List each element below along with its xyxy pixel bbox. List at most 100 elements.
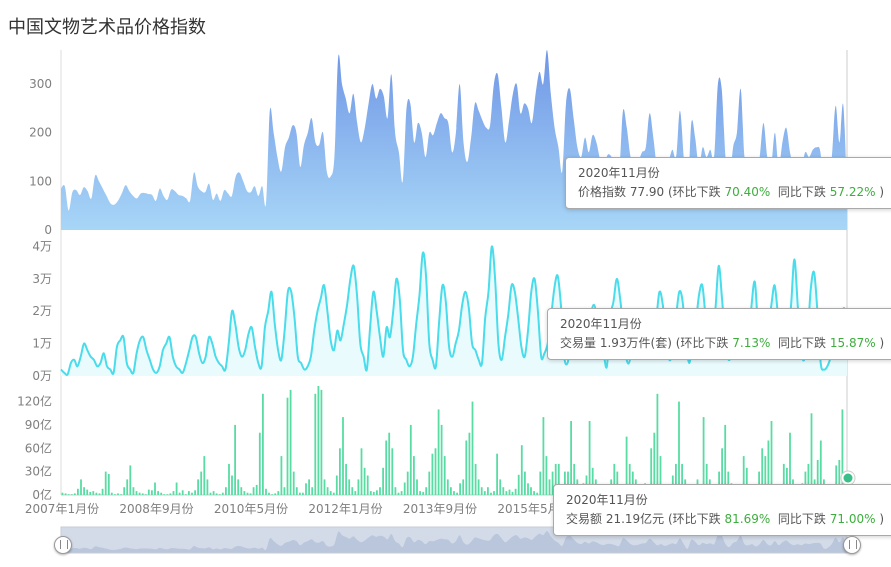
amount-bar [462, 479, 465, 495]
amount-bar [228, 463, 230, 495]
volume-tooltip-close: ) [879, 336, 885, 350]
amount-tooltip-period: 2020年11月份 [566, 493, 648, 507]
amount-bar [305, 483, 307, 495]
price-tooltip-mom-value: 70.40% [724, 185, 771, 199]
amount-bar [517, 474, 520, 495]
amount-bar [123, 487, 126, 495]
amount-tooltip-yoy-value: 71.00% [829, 512, 876, 526]
slider-end-handle-icon[interactable] [843, 536, 861, 554]
amount-bar [70, 494, 73, 495]
amount-tooltip: 2020年11月份 交易额 21.19亿元 (环比下跌 81.69% 同比下跌 … [553, 484, 891, 536]
amount-bar [258, 432, 261, 495]
volume-line [60, 245, 848, 376]
amount-bar [502, 487, 505, 495]
amount-bar [422, 491, 425, 495]
amount-bar [151, 490, 153, 495]
amount-bar [841, 409, 844, 495]
amount-bar [400, 491, 403, 495]
amount-bar [767, 440, 770, 495]
amount-bar [147, 489, 150, 495]
amount-bar [786, 467, 788, 496]
amount-bar [271, 494, 273, 495]
amount-tooltip-label: 交易额 21.19亿元 [566, 512, 665, 526]
amount-bar [320, 389, 323, 495]
amount-bar [524, 471, 526, 495]
amount-bar [838, 460, 841, 495]
amount-bar [120, 494, 122, 495]
amount-bar [446, 479, 449, 495]
amount-tooltip-yoy-label: 同比下跌 [777, 512, 826, 526]
amount-bar [382, 467, 384, 496]
amount-bar [326, 487, 329, 495]
volume-tooltip-label: 交易量 1.93万件(套) [560, 336, 672, 350]
amount-bar [126, 479, 129, 495]
amount-bar [218, 494, 221, 495]
amount-bar [456, 492, 458, 495]
amount-bar [98, 493, 101, 495]
amount-bar [237, 479, 240, 495]
amount-bar [434, 448, 437, 495]
amount-bar [465, 440, 468, 495]
amount-bar [163, 494, 166, 495]
amount-bar [268, 492, 270, 495]
volume-y-tick: 1万 [32, 337, 52, 351]
amount-bar [789, 432, 791, 495]
amount-bar [80, 479, 82, 495]
amount-bar [372, 491, 375, 495]
active-point-marker [843, 473, 853, 483]
amount-bar [554, 463, 557, 495]
price-tooltip: 2020年11月份 价格指数 77.90 (环比下跌 70.40% 同比下跌 5… [565, 157, 891, 209]
amount-tooltip-mom-value: 81.69% [724, 512, 771, 526]
amount-tooltip-close: ) [879, 512, 885, 526]
amount-bar [283, 487, 286, 495]
amount-y-tick: 90亿 [25, 417, 52, 432]
amount-bar [376, 490, 378, 495]
amount-bar [234, 424, 236, 495]
amount-bar [511, 491, 514, 495]
amount-bar [221, 492, 224, 495]
amount-bar [499, 479, 502, 495]
amount-bar [656, 393, 659, 495]
amount-bar [225, 487, 227, 495]
amount-bar [681, 463, 683, 495]
amount-bar [542, 417, 545, 495]
amount-bar [314, 393, 317, 495]
price-y-tick: 100 [29, 174, 52, 188]
amount-bar [292, 471, 295, 495]
amount-bar [317, 386, 320, 495]
amount-bar [379, 487, 381, 495]
amount-bar [357, 479, 360, 495]
x-tick-label: 2007年1月份 [25, 502, 99, 516]
volume-tooltip-mom-label: (环比下跌 [675, 336, 729, 350]
amount-bar [416, 479, 418, 495]
amount-bar [508, 489, 511, 495]
amount-bar [206, 479, 209, 495]
amount-bar [129, 465, 132, 495]
amount-bar [450, 487, 452, 495]
amount-bar [493, 491, 495, 495]
amount-bar [440, 424, 443, 495]
amount-bar [758, 471, 760, 495]
amount-bar [628, 463, 631, 495]
amount-bar [197, 479, 199, 495]
amount-bar [819, 440, 822, 495]
amount-bar [764, 456, 767, 495]
amount-bar [394, 487, 397, 495]
amount-bar [810, 413, 813, 496]
amount-bar [144, 494, 147, 495]
amount-bar [351, 487, 354, 495]
amount-bar [425, 487, 428, 495]
amount-bar [705, 463, 708, 495]
amount-bar [132, 487, 135, 495]
amount-bar [675, 463, 677, 495]
amount-bar [480, 487, 483, 495]
slider-start-handle-icon[interactable] [54, 536, 72, 554]
amount-bar [591, 467, 594, 496]
amount-bar [277, 491, 280, 495]
amount-bar [468, 432, 471, 495]
amount-bar [107, 474, 110, 495]
amount-bar [166, 494, 169, 495]
amount-bar [443, 456, 446, 495]
amount-bar [92, 491, 95, 495]
amount-bar [616, 471, 619, 495]
